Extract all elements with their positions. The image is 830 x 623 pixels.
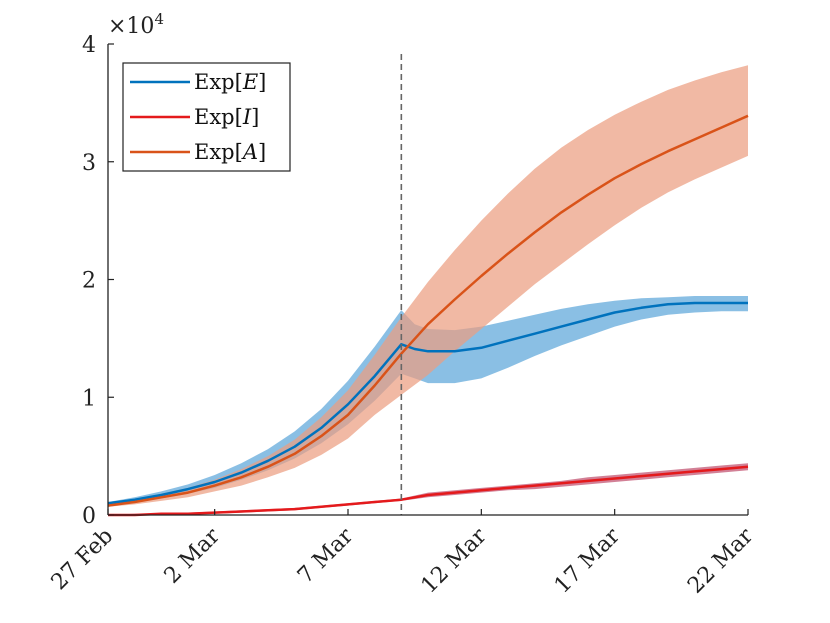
legend: Exp[E] Exp[I] Exp[A] xyxy=(122,62,291,172)
y-tick-label: 1 xyxy=(82,386,96,411)
x-tick-label: 17 Mar xyxy=(550,523,625,598)
legend-item-exp-a: Exp[A] xyxy=(130,140,266,164)
legend-item-exp-e: Exp[E] xyxy=(130,70,266,94)
confidence-bands xyxy=(108,65,748,515)
y-tick-label: 0 xyxy=(82,504,96,529)
x-tick-label: 27 Feb xyxy=(47,524,119,596)
legend-item-exp-i: Exp[I] xyxy=(130,105,259,129)
legend-label-exp-a: Exp[A] xyxy=(194,140,266,164)
line-exp-a xyxy=(107,114,749,507)
legend-label-exp-e: Exp[E] xyxy=(194,70,266,94)
x-tick-label: 12 Mar xyxy=(417,523,492,598)
band-exp-a xyxy=(108,65,748,507)
line-exp-e xyxy=(107,301,748,505)
band-exp-e xyxy=(108,296,748,505)
y-tick-label: 4 xyxy=(82,33,96,58)
y-ticks: 0 1 2 3 4 xyxy=(82,33,114,529)
x-tick-label: 22 Mar xyxy=(683,523,758,598)
y-exponent-label: ×104 xyxy=(108,10,164,39)
x-tick-label: 2 Mar xyxy=(160,523,226,589)
legend-label-exp-i: Exp[I] xyxy=(194,105,259,129)
x-tick-label: 7 Mar xyxy=(293,523,359,589)
y-tick-label: 3 xyxy=(82,151,96,176)
y-tick-label: 2 xyxy=(82,269,96,294)
x-ticks: 27 Feb 2 Mar 7 Mar 12 Mar 17 Mar 22 Mar xyxy=(47,509,759,599)
